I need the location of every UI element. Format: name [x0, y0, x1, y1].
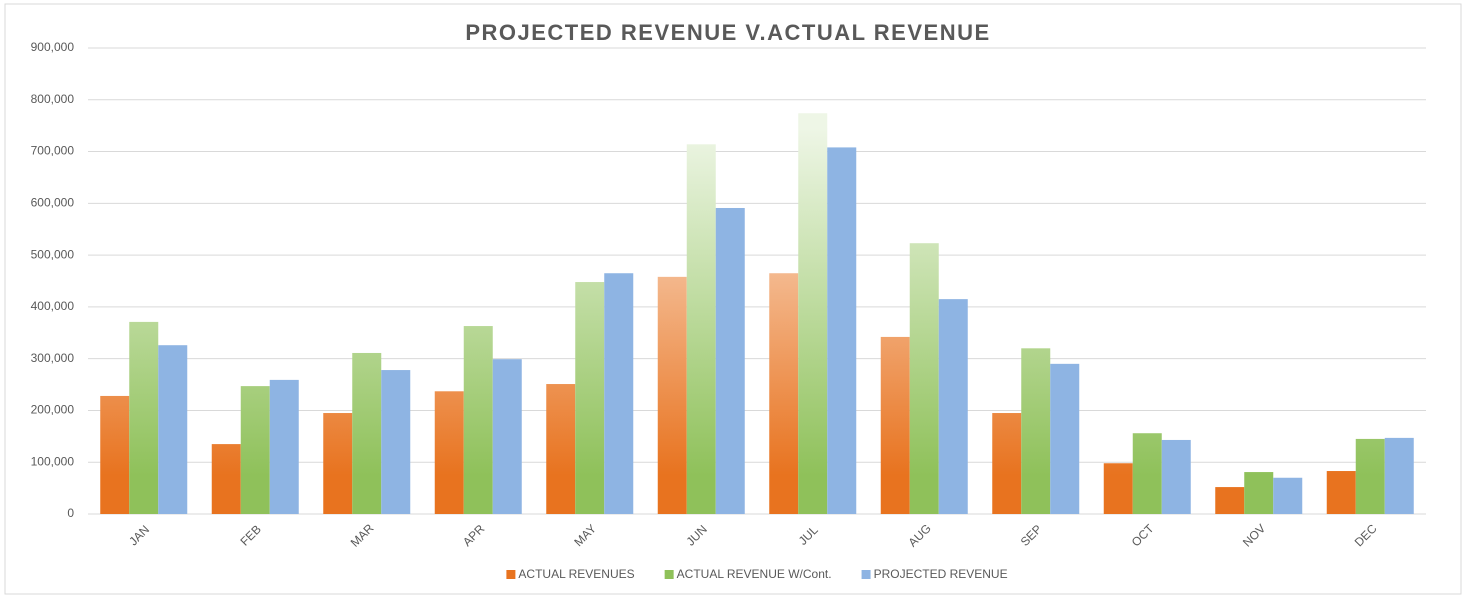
bar: [657, 276, 687, 514]
legend-swatch: [664, 570, 674, 579]
bar: [1355, 438, 1385, 514]
bar: [1103, 463, 1133, 514]
bar: [1050, 363, 1080, 514]
bar: [1244, 472, 1274, 514]
bar: [1273, 477, 1303, 514]
y-tick-label: 800,000: [31, 92, 75, 106]
bar: [434, 391, 464, 514]
y-tick-label: 0: [67, 506, 74, 520]
bar: [100, 395, 130, 514]
y-tick-label: 400,000: [31, 299, 75, 313]
bar: [1326, 471, 1356, 514]
bar: [323, 413, 353, 514]
bar: [129, 321, 159, 514]
bar: [827, 147, 857, 514]
bar: [492, 359, 522, 514]
bar: [352, 352, 382, 514]
bar: [769, 273, 799, 514]
bar: [269, 379, 299, 514]
legend-label: ACTUAL REVENUE W/Cont.: [677, 567, 832, 581]
bar: [546, 384, 576, 514]
y-tick-label: 600,000: [31, 196, 75, 210]
legend-label: PROJECTED REVENUE: [874, 567, 1008, 581]
legend-swatch: [861, 570, 871, 579]
bar: [575, 282, 605, 514]
y-tick-label: 700,000: [31, 144, 75, 158]
y-tick-label: 100,000: [31, 454, 75, 468]
bar: [1021, 348, 1051, 514]
bar: [604, 273, 634, 514]
bar: [240, 386, 270, 514]
bar: [1384, 437, 1414, 514]
legend-item: ACTUAL REVENUES: [506, 567, 635, 581]
bar: [381, 370, 411, 514]
chart-title: PROJECTED REVENUE V.ACTUAL REVENUE: [465, 20, 990, 45]
y-tick-label: 300,000: [31, 351, 75, 365]
legend-item: PROJECTED REVENUE: [861, 567, 1008, 581]
bar: [909, 243, 939, 515]
bar: [798, 113, 828, 515]
y-tick-label: 500,000: [31, 247, 75, 261]
legend-item: ACTUAL REVENUE W/Cont.: [664, 567, 832, 581]
y-tick-label: 200,000: [31, 403, 75, 417]
bar: [715, 207, 745, 514]
bar: [158, 345, 188, 514]
bar: [1215, 487, 1245, 514]
bar: [463, 326, 493, 514]
bar: [880, 336, 910, 514]
bar: [211, 444, 241, 514]
bar: [938, 299, 968, 514]
bar: [1132, 433, 1162, 514]
y-tick-label: 900,000: [31, 40, 75, 54]
legend-swatch: [506, 570, 516, 579]
legend-label: ACTUAL REVENUES: [518, 567, 634, 581]
bar: [686, 144, 716, 514]
bar: [992, 413, 1022, 514]
bar: [1161, 439, 1191, 514]
